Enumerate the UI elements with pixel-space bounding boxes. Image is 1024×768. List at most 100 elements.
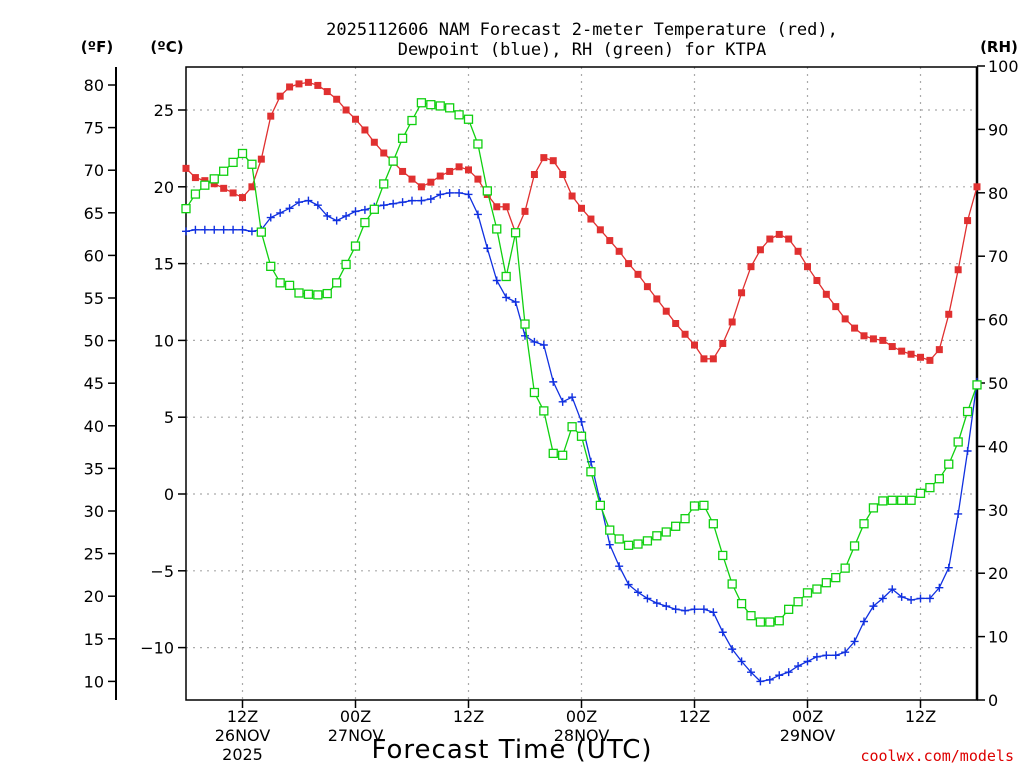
dewpoint-point bbox=[473, 210, 482, 219]
dewpoint-point bbox=[954, 509, 963, 518]
temperature-point bbox=[625, 260, 633, 268]
temperature-point bbox=[587, 215, 595, 223]
dewpoint-point bbox=[671, 605, 680, 614]
dewpoint-point bbox=[690, 605, 699, 614]
rh-point bbox=[878, 496, 888, 506]
temperature-point bbox=[229, 189, 237, 197]
celsius-tick-label: 0 bbox=[164, 485, 174, 504]
rh-tick-label: 40 bbox=[988, 437, 1008, 456]
dewpoint-point bbox=[577, 417, 586, 426]
temperature-point bbox=[634, 270, 642, 278]
data-series bbox=[181, 78, 982, 686]
rh-point bbox=[416, 98, 427, 108]
temperature-point bbox=[879, 336, 887, 344]
dewpoint-point bbox=[417, 196, 426, 205]
dewpoint-point bbox=[247, 227, 256, 236]
dewpoint-point bbox=[521, 331, 529, 340]
dewpoint-point bbox=[822, 651, 831, 660]
celsius-tick-label: 25 bbox=[154, 101, 174, 120]
dewpoint-point bbox=[869, 602, 878, 611]
temperature-point bbox=[493, 203, 501, 211]
dewpoint-point bbox=[511, 298, 520, 306]
temperature-point bbox=[898, 347, 906, 355]
rh-point bbox=[897, 495, 907, 505]
dewpoint-point bbox=[803, 657, 812, 666]
temperature-point bbox=[860, 332, 868, 340]
temperature-point bbox=[917, 353, 924, 361]
dewpoint-point bbox=[765, 675, 774, 684]
rh-point bbox=[510, 228, 521, 238]
dewpoint-point bbox=[455, 188, 464, 197]
dewpoint-point bbox=[219, 225, 228, 234]
temperature-point bbox=[973, 183, 981, 191]
dewpoint-point bbox=[285, 204, 294, 213]
rh-point bbox=[294, 288, 304, 298]
rh-point bbox=[529, 387, 540, 398]
temperature-point bbox=[794, 247, 802, 255]
temperature-point bbox=[945, 310, 953, 318]
rh-point bbox=[200, 180, 210, 190]
temperature-point bbox=[719, 339, 727, 347]
tick-labels: 8075706560555045403530252015102520151050… bbox=[84, 57, 1019, 764]
rh-point bbox=[397, 133, 408, 143]
rh-point bbox=[708, 519, 718, 529]
rh-tick-label: 50 bbox=[988, 374, 1008, 393]
rh-point bbox=[209, 174, 219, 184]
axes bbox=[108, 65, 985, 708]
rh-point bbox=[680, 514, 690, 524]
dewpoint-point bbox=[229, 225, 238, 234]
dewpoint-point bbox=[737, 657, 746, 666]
dewpoint-point bbox=[718, 628, 727, 637]
temperature-point bbox=[785, 235, 793, 243]
rh-point bbox=[482, 186, 492, 196]
temperature-point bbox=[926, 356, 934, 364]
rh-point bbox=[595, 500, 605, 511]
rh-point bbox=[558, 450, 568, 460]
fahrenheit-tick-label: 45 bbox=[84, 374, 104, 393]
rh-point bbox=[256, 227, 266, 237]
rh-point bbox=[379, 179, 389, 189]
rh-tick-label: 80 bbox=[988, 184, 1008, 203]
fahrenheit-tick-label: 50 bbox=[84, 332, 104, 351]
rh-point bbox=[953, 437, 963, 447]
rh-point bbox=[802, 588, 813, 598]
rh-point bbox=[567, 422, 577, 432]
rh-point bbox=[944, 459, 954, 469]
dewpoint-point bbox=[925, 594, 934, 603]
rh-point bbox=[350, 241, 361, 251]
rh-unit-label: (RH) bbox=[980, 38, 1018, 56]
dewpoint-point bbox=[549, 377, 558, 386]
dewpoint-point bbox=[238, 225, 247, 234]
dewpoint-point bbox=[379, 201, 388, 210]
fahrenheit-tick-label: 35 bbox=[84, 459, 104, 478]
dewpoint-point bbox=[878, 594, 887, 603]
temperature-point bbox=[709, 355, 717, 363]
rh-tick-label: 100 bbox=[988, 57, 1019, 76]
temperature-point bbox=[813, 276, 821, 284]
rh-point bbox=[303, 289, 314, 299]
dewpoint-point bbox=[445, 188, 454, 197]
rh-point bbox=[906, 495, 916, 505]
temperature-point bbox=[314, 81, 322, 89]
temperature-point bbox=[653, 295, 661, 303]
rh-point bbox=[727, 579, 737, 589]
x-tick-label: 28NOV bbox=[554, 726, 610, 745]
dewpoint-point bbox=[615, 562, 624, 571]
temperature-point bbox=[559, 171, 567, 179]
temperature-point bbox=[738, 289, 746, 297]
dewpoint-point bbox=[389, 199, 398, 208]
dewpoint-point bbox=[266, 213, 275, 222]
credit-link[interactable]: coolwx.com/models bbox=[860, 747, 1014, 765]
temperature-point bbox=[352, 115, 359, 123]
temperature-point bbox=[182, 164, 190, 172]
fahrenheit-tick-label: 30 bbox=[84, 502, 104, 521]
temperature-point bbox=[851, 324, 859, 332]
temperature-point bbox=[766, 235, 774, 243]
temperature-point bbox=[888, 343, 896, 351]
temperature-point bbox=[700, 355, 708, 363]
rh-point bbox=[605, 525, 615, 535]
temperature-point bbox=[446, 167, 454, 175]
x-tick-label: 00Z bbox=[566, 707, 597, 726]
temperature-point bbox=[832, 303, 840, 311]
fahrenheit-tick-label: 60 bbox=[84, 246, 104, 265]
